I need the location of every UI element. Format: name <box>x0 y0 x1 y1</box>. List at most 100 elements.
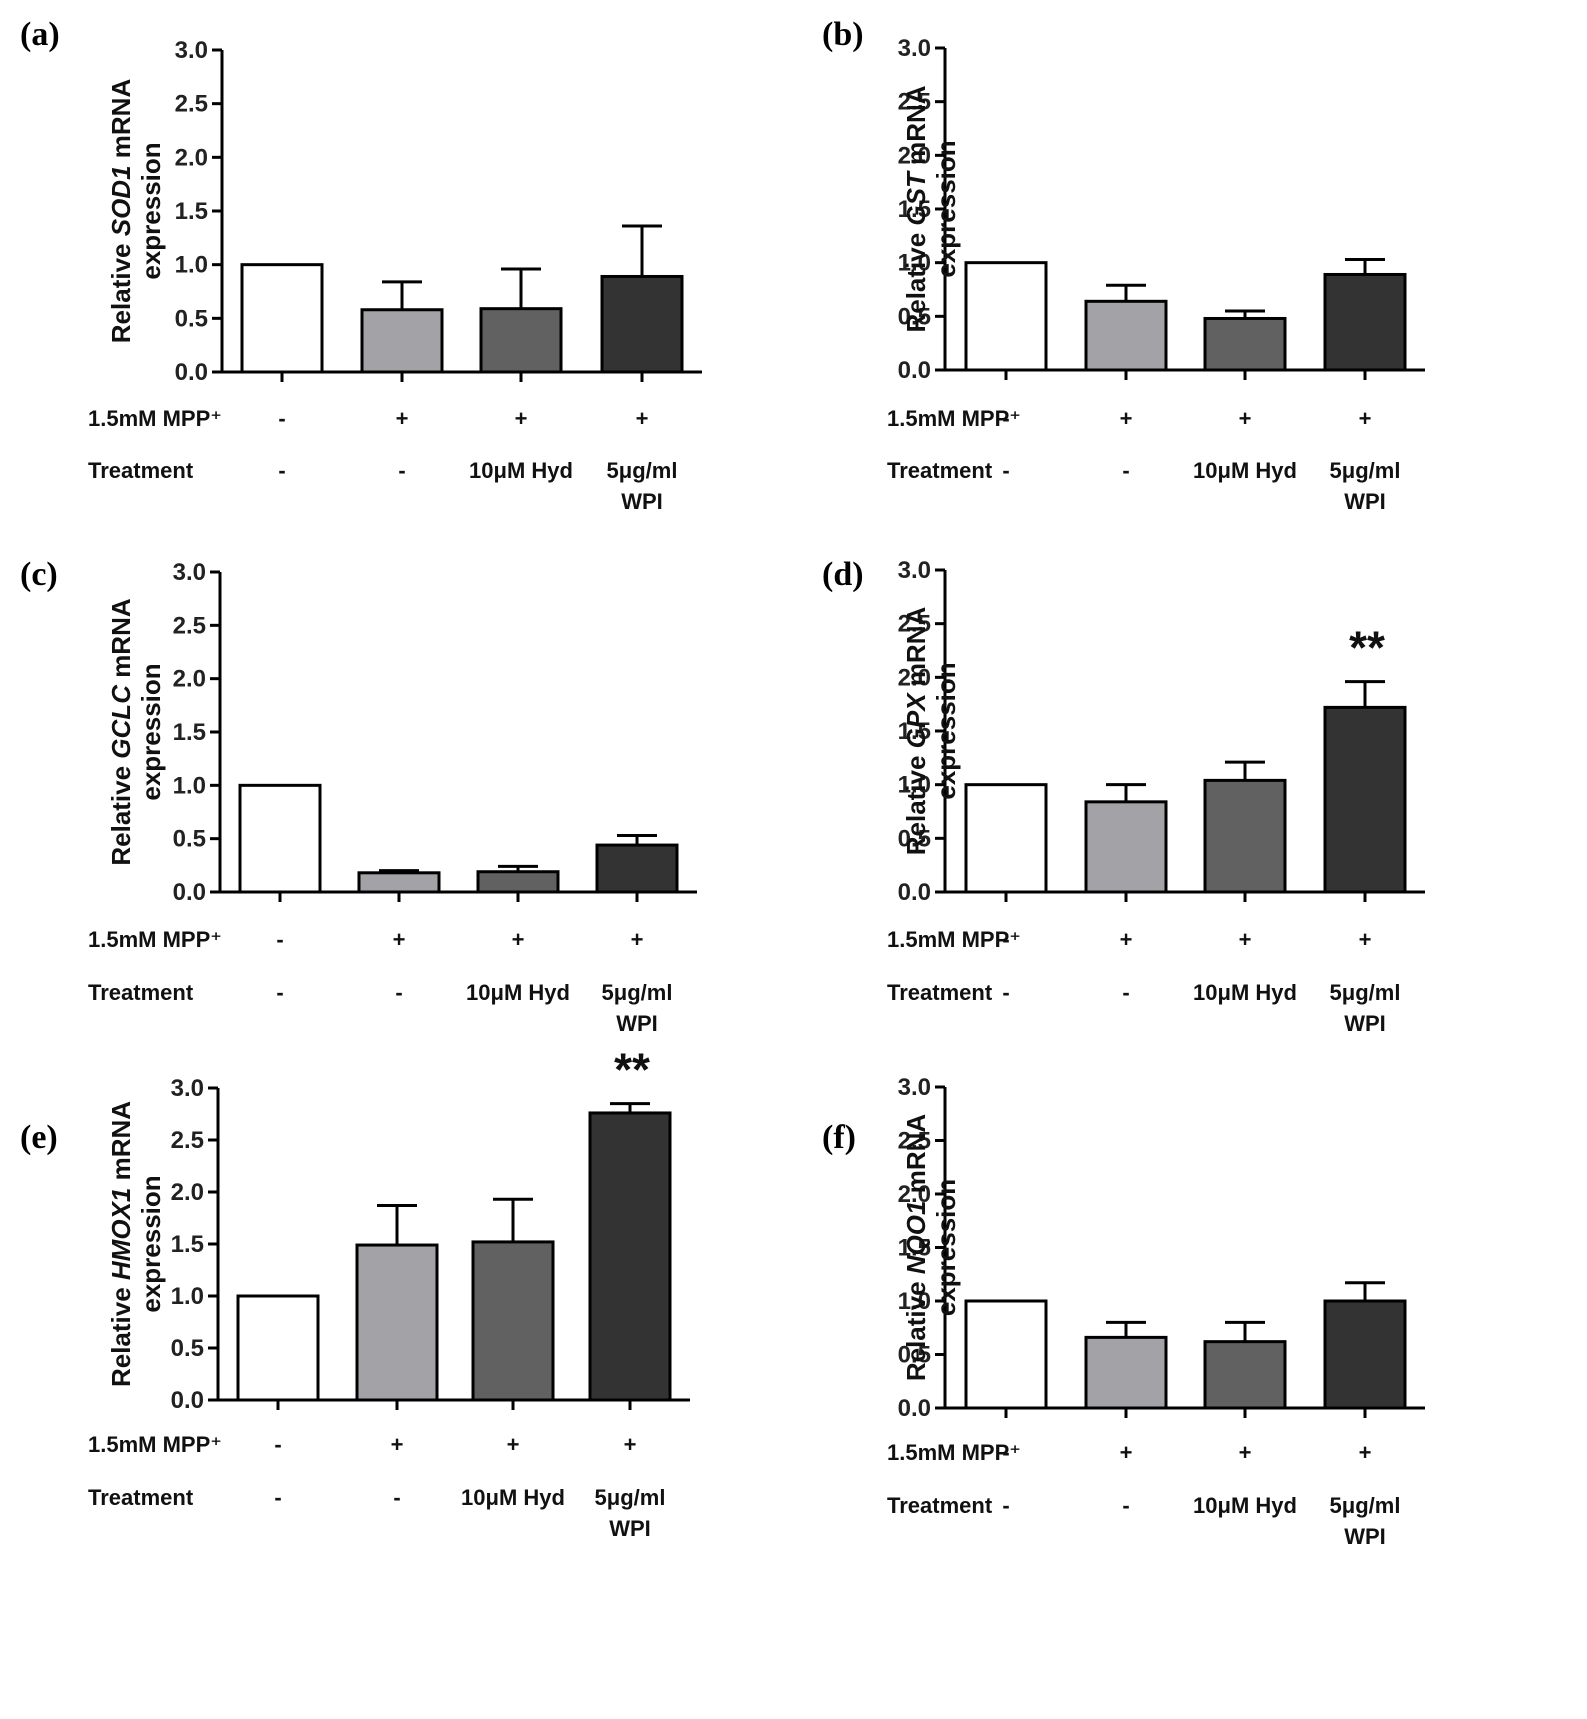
treatment-condition-label: 10μM Hyd <box>461 1485 565 1510</box>
y-axis-label-suffix: mRNA <box>106 79 136 166</box>
y-tick-label: 2.5 <box>898 1128 931 1155</box>
y-axis-label-line2: expression <box>931 1179 961 1316</box>
row-label-mpp: 1.5mM MPP⁺ <box>887 1440 1021 1465</box>
bar <box>479 307 563 374</box>
y-tick-label: 0.5 <box>898 1342 931 1369</box>
bar <box>1084 299 1168 372</box>
treatment-condition-label: WPI <box>1344 489 1386 514</box>
mpp-condition-label: + <box>515 406 528 431</box>
y-axis-label-suffix: mRNA <box>901 1114 931 1201</box>
mpp-condition-label: + <box>396 406 409 431</box>
y-tick-label: 2.5 <box>171 1127 204 1154</box>
mpp-condition-label: - <box>1002 406 1009 431</box>
mpp-condition-label: + <box>1239 927 1252 952</box>
y-tick-label: 1.5 <box>173 719 206 746</box>
row-label-mpp: 1.5mM MPP⁺ <box>88 1432 222 1457</box>
y-axis-label-gene: NQO1 <box>901 1201 931 1275</box>
treatment-condition-label: - <box>278 458 285 483</box>
row-label-mpp: 1.5mM MPP⁺ <box>887 927 1021 952</box>
treatment-condition-label: - <box>276 980 283 1005</box>
treatment-condition-label: 10μM Hyd <box>1193 980 1297 1005</box>
bar <box>360 308 444 374</box>
y-axis-label-line2: expression <box>136 142 166 279</box>
panel-label: (f) <box>822 1119 856 1156</box>
mpp-condition-label: + <box>1359 927 1372 952</box>
treatment-condition-label: 5μg/ml <box>1330 1493 1401 1518</box>
panel-label: (a) <box>20 16 60 53</box>
treatment-condition-label: - <box>395 980 402 1005</box>
y-axis-label-suffix: mRNA <box>901 607 931 694</box>
treatment-condition-label: - <box>1122 1493 1129 1518</box>
bar <box>357 871 441 894</box>
bar <box>964 1299 1048 1410</box>
bar <box>595 843 679 894</box>
bar <box>471 1240 555 1402</box>
y-tick-label: 0.5 <box>898 825 931 852</box>
y-tick-label: 3.0 <box>898 35 931 62</box>
bar <box>1323 705 1407 894</box>
y-tick-label: 0.5 <box>171 1335 204 1362</box>
bar <box>1323 272 1407 372</box>
treatment-condition-label: 10μM Hyd <box>1193 1493 1297 1518</box>
bar <box>1084 800 1168 894</box>
mpp-condition-label: + <box>393 927 406 952</box>
mpp-condition-label: + <box>512 927 525 952</box>
y-tick-label: 0.5 <box>173 826 206 853</box>
y-tick-label: 0.5 <box>175 305 208 332</box>
y-tick-label: 1.5 <box>898 1235 931 1262</box>
y-tick-label: 1.5 <box>175 198 208 225</box>
y-axis-label-gene: GCLC <box>106 684 136 759</box>
treatment-condition-label: - <box>1002 1493 1009 1518</box>
bar <box>588 1111 672 1402</box>
y-tick-label: 3.0 <box>898 557 931 584</box>
bar <box>476 870 560 894</box>
treatment-condition-label: WPI <box>609 1516 651 1541</box>
y-tick-label: 0.0 <box>171 1387 204 1414</box>
chart-panel-e: (e) 0.0 0.5 1.0 1.5 2.0 2.5 3.0 Relative HMOX1 m… <box>20 1044 690 1541</box>
row-label-treatment: Treatment <box>887 458 993 483</box>
y-axis-label: Relative GCLC mRNA <box>106 598 136 866</box>
mpp-condition-label: + <box>1359 1440 1372 1465</box>
treatment-condition-label: - <box>1002 980 1009 1005</box>
mpp-condition-label: + <box>1120 927 1133 952</box>
bar <box>1203 778 1287 894</box>
y-axis-label-line2: expression <box>136 663 166 800</box>
panel-label: (b) <box>822 16 864 53</box>
treatment-condition-label: 10μM Hyd <box>1193 458 1297 483</box>
y-tick-label: 1.5 <box>898 718 931 745</box>
mpp-condition-label: + <box>1359 406 1372 431</box>
mpp-condition-label: + <box>391 1432 404 1457</box>
treatment-condition-label: 5μg/ml <box>602 980 673 1005</box>
y-tick-label: 2.0 <box>173 666 206 693</box>
bar <box>240 263 324 374</box>
bar <box>964 261 1048 372</box>
y-axis-label: Relative GST mRNA <box>901 85 931 332</box>
bar <box>1203 316 1287 372</box>
bar <box>236 1294 320 1402</box>
treatment-condition-label: 5μg/ml <box>1330 980 1401 1005</box>
y-tick-label: 1.0 <box>175 252 208 279</box>
row-label-treatment: Treatment <box>88 980 194 1005</box>
bar <box>1323 1299 1407 1410</box>
y-axis-label-prefix: Relative <box>901 226 931 333</box>
y-axis-label-gene: SOD1 <box>106 165 136 236</box>
panel-label: (c) <box>20 556 58 593</box>
mpp-condition-label: - <box>1002 1440 1009 1465</box>
row-label-mpp: 1.5mM MPP⁺ <box>88 927 222 952</box>
y-tick-label: 3.0 <box>175 37 208 64</box>
panel-label: (e) <box>20 1119 58 1156</box>
treatment-condition-label: 5μg/ml <box>595 1485 666 1510</box>
y-tick-label: 3.0 <box>898 1074 931 1101</box>
mpp-condition-label: + <box>636 406 649 431</box>
treatment-condition-label: - <box>398 458 405 483</box>
y-tick-label: 2.0 <box>175 144 208 171</box>
chart-panel-d: (d) 0.0 0.5 1.0 1.5 2.0 2.5 3.0 Relative GPX mRN… <box>822 556 1425 1036</box>
y-tick-label: 1.0 <box>898 772 931 799</box>
y-tick-label: 0.0 <box>898 1395 931 1422</box>
y-tick-label: 2.5 <box>898 89 931 116</box>
y-tick-label: 2.0 <box>898 1181 931 1208</box>
treatment-condition-label: WPI <box>1344 1011 1386 1036</box>
mpp-condition-label: + <box>507 1432 520 1457</box>
y-axis-label-gene: HMOX1 <box>106 1188 136 1280</box>
bar <box>1203 1340 1287 1410</box>
